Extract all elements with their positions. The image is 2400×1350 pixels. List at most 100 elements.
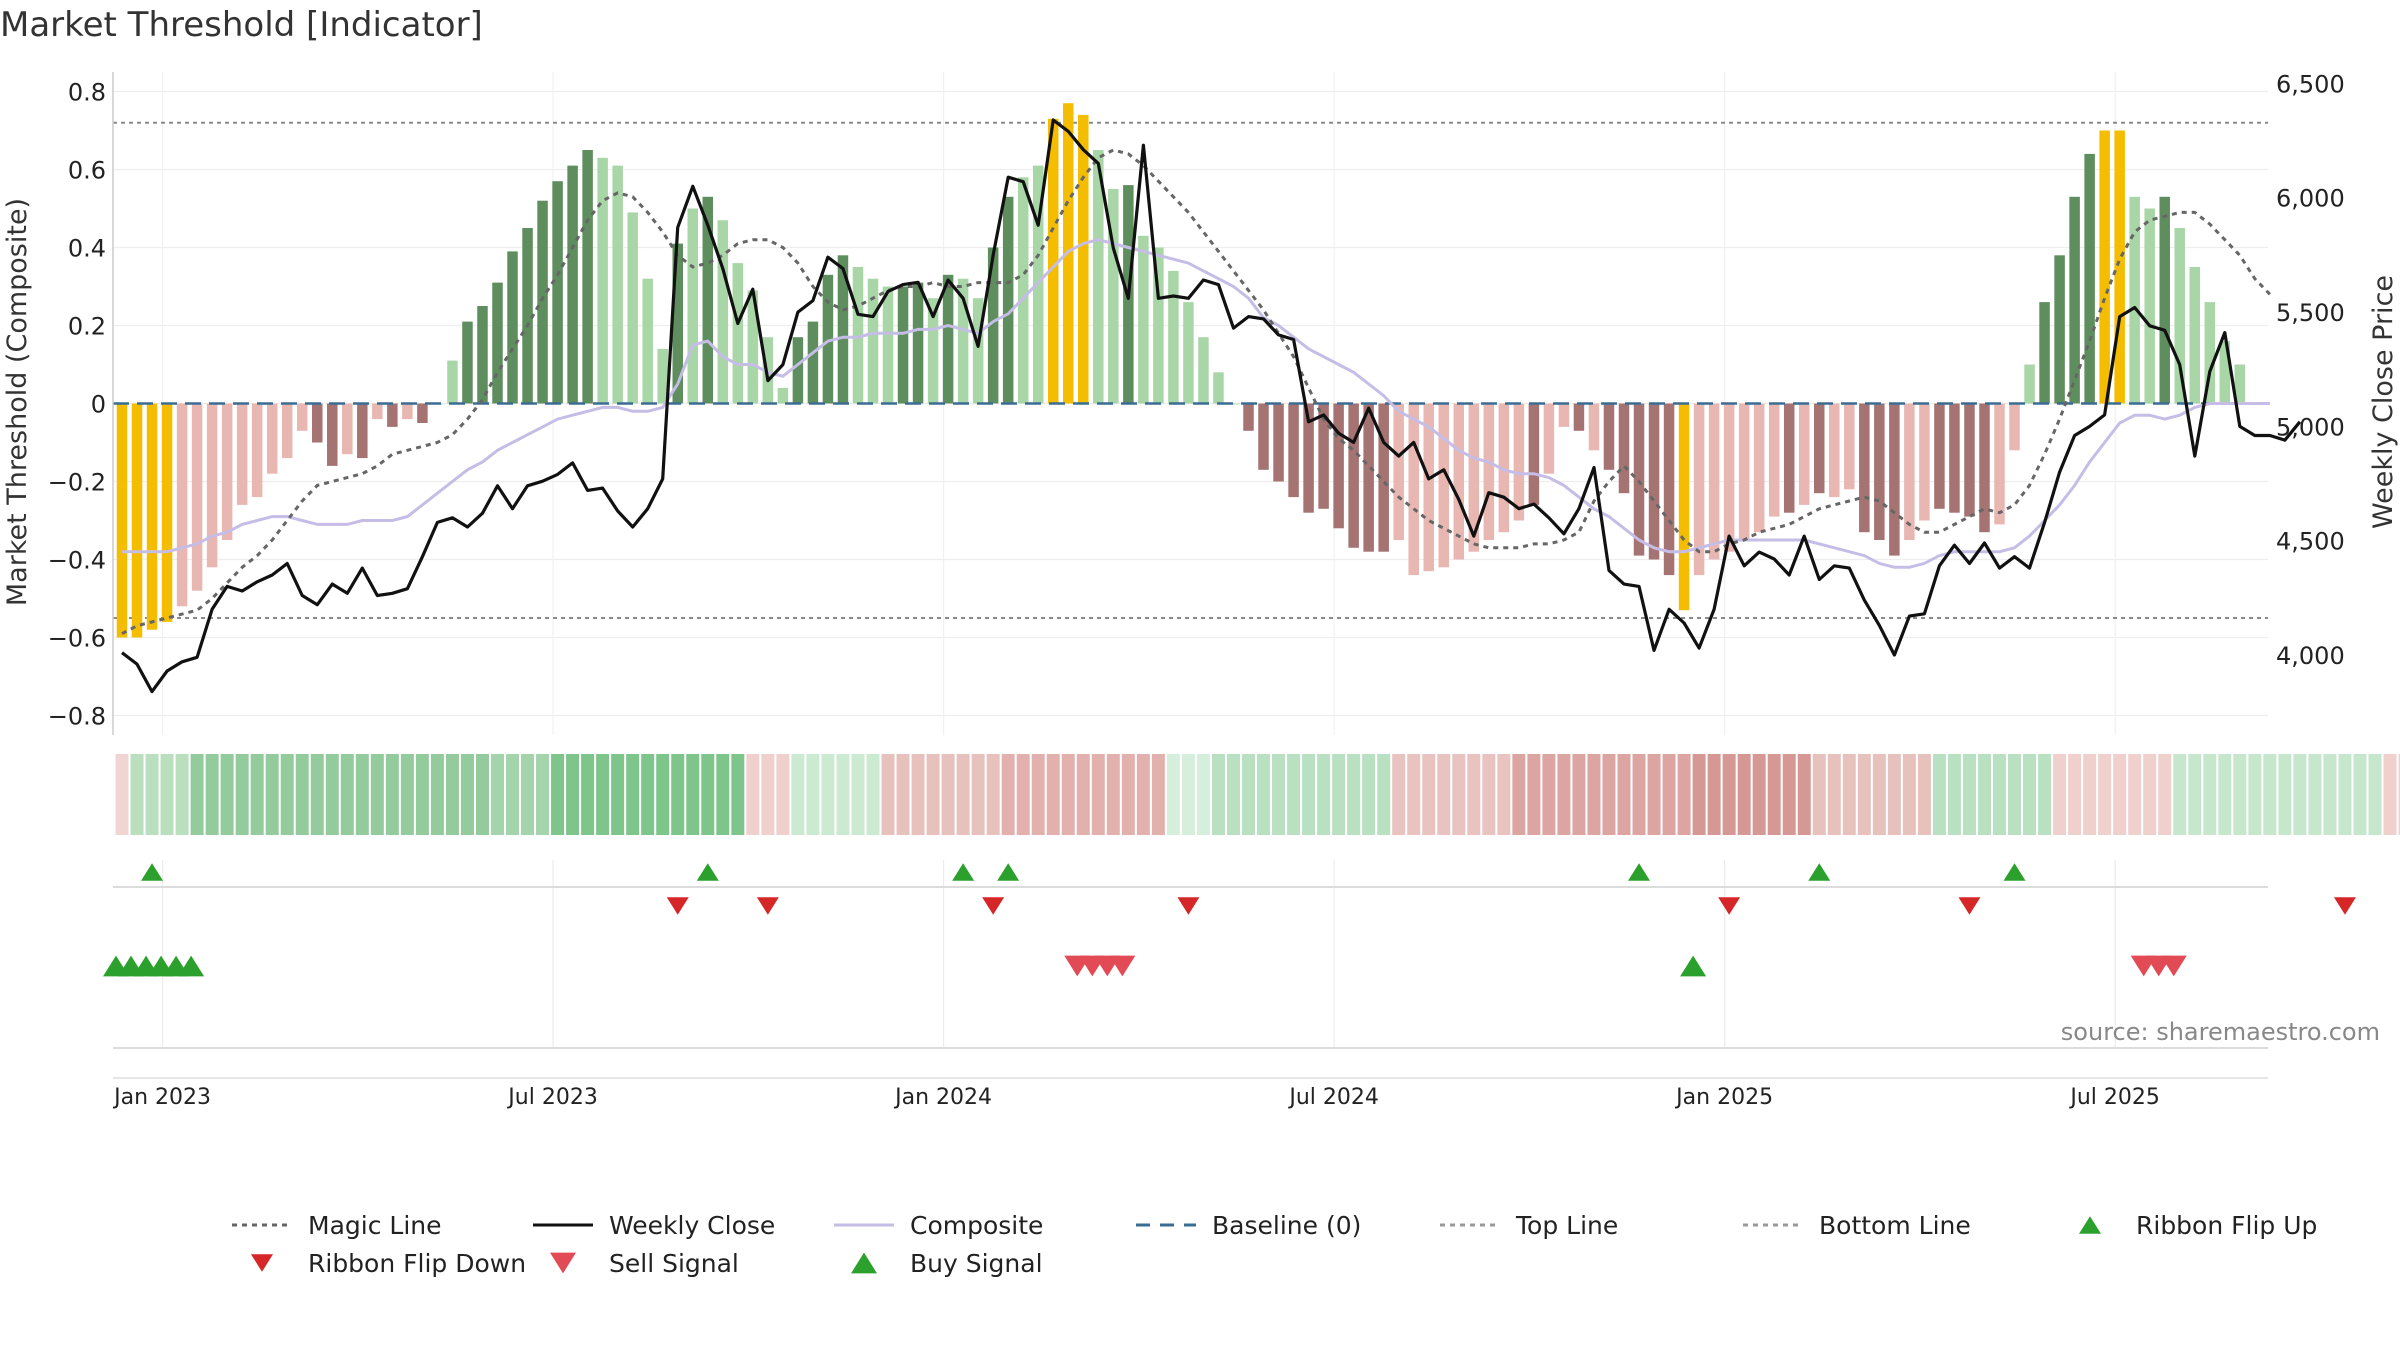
ribbon-cell bbox=[340, 754, 354, 835]
ribbon-cell bbox=[1542, 754, 1556, 835]
composite-bar bbox=[191, 403, 203, 591]
composite-bar bbox=[447, 360, 458, 404]
ribbon-cell bbox=[2113, 754, 2127, 835]
composite-bar bbox=[1078, 114, 1089, 404]
ribbon-cell bbox=[1031, 754, 1045, 835]
composite-bar bbox=[1093, 150, 1104, 404]
composite-bar bbox=[462, 321, 473, 404]
composite-bar bbox=[2009, 403, 2020, 451]
ribbon-cell bbox=[2398, 754, 2400, 835]
source-credit: source: sharemaestro.com bbox=[2061, 1018, 2380, 1046]
composite-bar bbox=[387, 403, 398, 427]
ribbon-cell bbox=[1061, 754, 1075, 835]
y2-axis-label: Weekly Close Price bbox=[2368, 275, 2399, 529]
ribbon-cell bbox=[1377, 754, 1391, 835]
ribbon-cell bbox=[1121, 754, 1135, 835]
ribbon-cell bbox=[671, 754, 685, 835]
ribbon-cell bbox=[2008, 754, 2022, 835]
ribbon-flip-up-marker bbox=[2003, 863, 2026, 881]
ribbon-cell bbox=[1076, 754, 1090, 835]
ribbon-cell bbox=[851, 754, 865, 835]
composite-bar bbox=[1303, 403, 1314, 513]
composite-bar bbox=[1814, 403, 1825, 494]
composite-bar bbox=[537, 200, 548, 404]
composite-bar bbox=[1964, 403, 1975, 517]
ribbon-cell bbox=[1362, 754, 1376, 835]
ribbon-flip-up-marker bbox=[997, 863, 1020, 881]
composite-bar bbox=[1168, 270, 1179, 404]
composite-bar bbox=[1829, 403, 1840, 498]
composite-bar bbox=[942, 274, 954, 404]
composite-bar bbox=[627, 212, 638, 404]
composite-bar bbox=[582, 150, 593, 404]
y-tick-label: 0.2 bbox=[68, 313, 106, 341]
ribbon-cell bbox=[2173, 754, 2187, 835]
composite-bar bbox=[1393, 403, 1404, 540]
y-tick-label: 0.8 bbox=[68, 79, 106, 107]
ribbon-cell bbox=[941, 754, 955, 835]
composite-bar bbox=[402, 403, 413, 420]
composite-bar bbox=[972, 298, 984, 404]
ribbon-cell bbox=[1422, 754, 1436, 835]
ribbon-cell bbox=[1797, 754, 1811, 835]
composite-bar bbox=[2084, 153, 2095, 404]
legend-item: Bottom Line bbox=[1743, 1211, 1971, 1240]
composite-bar bbox=[1889, 403, 1900, 556]
composite-bar bbox=[1348, 403, 1359, 548]
composite-bar bbox=[747, 290, 759, 404]
y-tick-label: 0.6 bbox=[68, 157, 106, 185]
ribbon-cell bbox=[986, 754, 1000, 835]
composite-bar bbox=[1708, 403, 1720, 560]
y-tick-label: −0.2 bbox=[48, 469, 106, 497]
legend-label: Buy Signal bbox=[910, 1249, 1043, 1278]
ribbon-cell bbox=[1692, 754, 1706, 835]
ribbon-cell bbox=[896, 754, 910, 835]
composite-bar bbox=[792, 337, 804, 404]
ribbon-cell bbox=[415, 754, 429, 835]
composite-bar bbox=[1663, 403, 1675, 576]
ribbon-flip-up-marker bbox=[141, 863, 164, 881]
sell-signal-marker bbox=[2160, 955, 2187, 977]
ribbon-cell bbox=[566, 754, 580, 835]
composite-bar bbox=[1648, 403, 1660, 560]
composite-bar bbox=[552, 181, 563, 404]
y2-tick-label: 5,500 bbox=[2276, 299, 2345, 327]
composite-bar bbox=[1723, 403, 1735, 552]
composite-bar bbox=[2159, 196, 2170, 404]
composite-bar bbox=[657, 348, 668, 404]
ribbon-cell bbox=[806, 754, 820, 835]
ribbon-cell bbox=[1512, 754, 1526, 835]
composite-bar bbox=[1047, 118, 1059, 404]
ribbon-cell bbox=[130, 754, 144, 835]
y2-tick-label: 4,000 bbox=[2276, 642, 2345, 670]
ribbon-cell bbox=[686, 754, 700, 835]
ribbon-layer bbox=[115, 754, 2400, 835]
ribbon-cell bbox=[1001, 754, 1015, 835]
legend-label: Top Line bbox=[1515, 1211, 1618, 1240]
composite-bar bbox=[1408, 403, 1419, 576]
composite-bar bbox=[2174, 228, 2185, 404]
ribbon-cell bbox=[1632, 754, 1646, 835]
composite-bar bbox=[1753, 403, 1765, 533]
ribbon-cell bbox=[2143, 754, 2157, 835]
composite-bar bbox=[1017, 177, 1029, 404]
composite-bar bbox=[1859, 403, 1870, 533]
ribbon-cell bbox=[1106, 754, 1120, 835]
composite-bar bbox=[852, 267, 864, 404]
composite-bar bbox=[927, 298, 939, 404]
y2-tick-label: 6,500 bbox=[2276, 70, 2345, 98]
y-axis-label: Market Threshold (Composite) bbox=[2, 198, 33, 606]
composite-bar bbox=[1438, 403, 1450, 568]
y-axis-title: Market Threshold (Composite) bbox=[2, 198, 33, 606]
ribbon-cell bbox=[190, 754, 204, 835]
axis-layer: 0.8 0.6 0.4 0.2 0 −0.2 −0.4 −0.6 −0.8 6,500 6,000 5… bbox=[48, 70, 2345, 1110]
legend-label: Magic Line bbox=[308, 1211, 442, 1240]
legend: Magic Line Weekly Close Composite Baseline … bbox=[232, 1211, 2317, 1278]
ribbon-cell bbox=[2353, 754, 2367, 835]
ribbon-cell bbox=[1196, 754, 1210, 835]
ribbon-cell bbox=[1977, 754, 1991, 835]
ribbon-flip-down-marker bbox=[666, 897, 689, 915]
ribbon-cell bbox=[220, 754, 234, 835]
ribbon-cell bbox=[235, 754, 249, 835]
ribbon-cell bbox=[400, 754, 414, 835]
